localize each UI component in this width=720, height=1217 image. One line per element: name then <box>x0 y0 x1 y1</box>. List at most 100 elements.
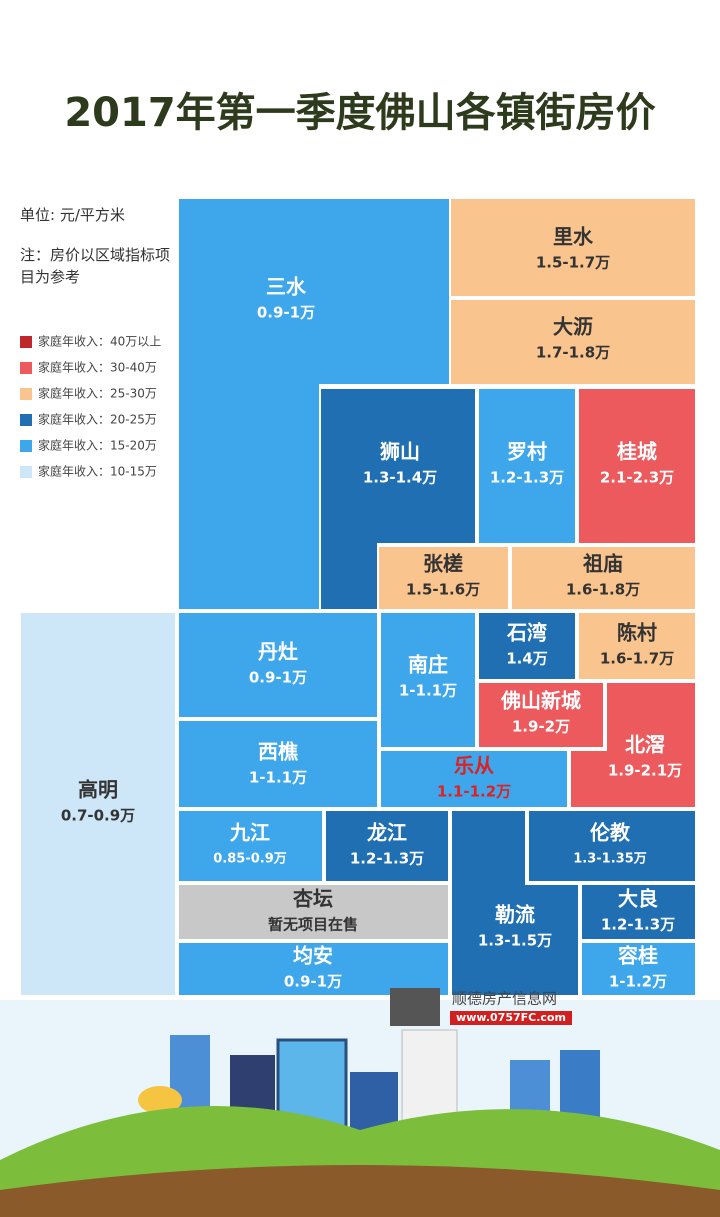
tile <box>569 681 697 809</box>
tile-price: 1.5-1.6万 <box>406 581 480 599</box>
car <box>138 1086 182 1114</box>
legend-label: 家庭年收入：15-20万 <box>38 438 157 453</box>
tile <box>177 809 324 883</box>
legend-swatch <box>20 388 32 400</box>
tile-name: 高明 <box>78 778 118 802</box>
tile-price: 1.3-1.4万 <box>363 469 437 487</box>
tile-name: 伦教 <box>590 821 631 845</box>
legend: 家庭年收入：40万以上家庭年收入：30-40万家庭年收入：25-30万家庭年收入… <box>20 334 161 479</box>
tile <box>177 611 379 719</box>
tile-name: 容桂 <box>618 944 658 968</box>
tile-price: 0.9-1万 <box>284 973 342 991</box>
tile-name: 均安 <box>293 944 333 968</box>
tile <box>319 387 477 611</box>
tile-name: 南庄 <box>408 653 448 677</box>
title: 2017年第一季度佛山各镇街房价 <box>64 90 655 136</box>
tile <box>477 611 577 681</box>
legend-swatch <box>20 466 32 478</box>
tile-name: 九江 <box>229 821 270 845</box>
tile-name: 大良 <box>618 887 658 911</box>
tile <box>527 809 697 883</box>
legend-label: 家庭年收入：10-15万 <box>38 464 157 479</box>
tile <box>377 545 510 611</box>
tile <box>324 809 450 883</box>
tile-price: 1.2-1.3万 <box>490 469 564 487</box>
tile-name: 杏坛 <box>292 887 333 911</box>
note: 注：房价以区域指标项目为参考 <box>20 246 171 286</box>
legend-swatch <box>20 440 32 452</box>
tile-price: 1.9-2万 <box>512 718 570 736</box>
legend-label: 家庭年收入：40万以上 <box>38 334 161 349</box>
tile-name: 龙江 <box>367 821 407 845</box>
tile-name: 北滘 <box>625 733 665 757</box>
tile-name: 石湾 <box>506 621 547 645</box>
unit: 单位: 元/平方米 <box>20 206 125 224</box>
legend-label: 家庭年收入：25-30万 <box>38 386 157 401</box>
tile-price: 0.9-1万 <box>257 304 315 322</box>
tile-price: 1.7-1.8万 <box>536 344 610 362</box>
tile-price: 1.2-1.3万 <box>350 850 424 868</box>
tile-name: 西樵 <box>258 740 298 764</box>
city-illustration: 顺德房产信息网 www.0757FC.com <box>0 988 720 1217</box>
tile <box>177 941 450 997</box>
logo-url: www.0757FC.com <box>456 1011 566 1024</box>
tile <box>450 809 580 997</box>
tile-price: 1-1.1万 <box>399 682 457 700</box>
logo-url-bg <box>450 1011 572 1025</box>
tile-name: 乐从 <box>454 754 494 778</box>
tile <box>177 719 379 809</box>
tile <box>449 298 697 386</box>
tile <box>510 545 697 611</box>
tile-price: 1.6-1.7万 <box>600 650 674 668</box>
logo-icon <box>390 988 440 1026</box>
tile-price: 1.5-1.7万 <box>536 254 610 272</box>
tile-name: 勒流 <box>495 903 535 927</box>
tile-name: 佛山新城 <box>500 689 581 713</box>
tile-name: 祖庙 <box>582 552 623 576</box>
tile-price: 1.9-2.1万 <box>608 762 682 780</box>
legend-swatch <box>20 336 32 348</box>
tile-price: 1.1-1.2万 <box>437 783 511 801</box>
tile-price: 1.3-1.35万 <box>573 852 647 867</box>
legend-swatch <box>20 362 32 374</box>
tile <box>477 387 577 545</box>
tile-name: 里水 <box>553 225 594 249</box>
tile-name: 陈村 <box>617 621 657 645</box>
tile-price: 暂无项目在售 <box>268 916 358 934</box>
logo-name: 顺德房产信息网 <box>452 990 557 1008</box>
tile-name: 大沥 <box>553 315 593 339</box>
tile-name: 罗村 <box>507 440 547 464</box>
tile <box>577 611 697 681</box>
tile-name: 丹灶 <box>258 640 298 664</box>
tile-price: 0.85-0.9万 <box>213 852 287 867</box>
tile-price: 0.7-0.9万 <box>61 807 135 825</box>
tile-name: 三水 <box>266 275 307 299</box>
tile-price: 2.1-2.3万 <box>600 469 674 487</box>
tile-price: 1-1.2万 <box>609 973 667 991</box>
tile-price: 0.9-1万 <box>249 669 307 687</box>
tile <box>580 883 697 941</box>
tile-name: 桂城 <box>616 440 657 464</box>
tile-price: 1.3-1.5万 <box>478 932 552 950</box>
legend-label: 家庭年收入：20-25万 <box>38 412 157 427</box>
tile <box>580 941 697 997</box>
tile <box>177 883 450 941</box>
tile-price: 1.4万 <box>506 650 548 668</box>
legend-swatch <box>20 414 32 426</box>
tile <box>19 611 177 997</box>
tile-price: 1.6-1.8万 <box>566 581 640 599</box>
tile <box>477 681 605 749</box>
tile <box>379 749 569 809</box>
tile <box>449 197 697 298</box>
tile <box>379 611 477 749</box>
tile-price: 1-1.1万 <box>249 769 307 787</box>
tile-price: 1.2-1.3万 <box>601 916 675 934</box>
ground <box>0 1165 720 1217</box>
tile-name: 张槎 <box>423 552 463 576</box>
tile <box>577 387 697 545</box>
legend-label: 家庭年收入：30-40万 <box>38 360 157 375</box>
tile-name: 狮山 <box>380 440 420 464</box>
